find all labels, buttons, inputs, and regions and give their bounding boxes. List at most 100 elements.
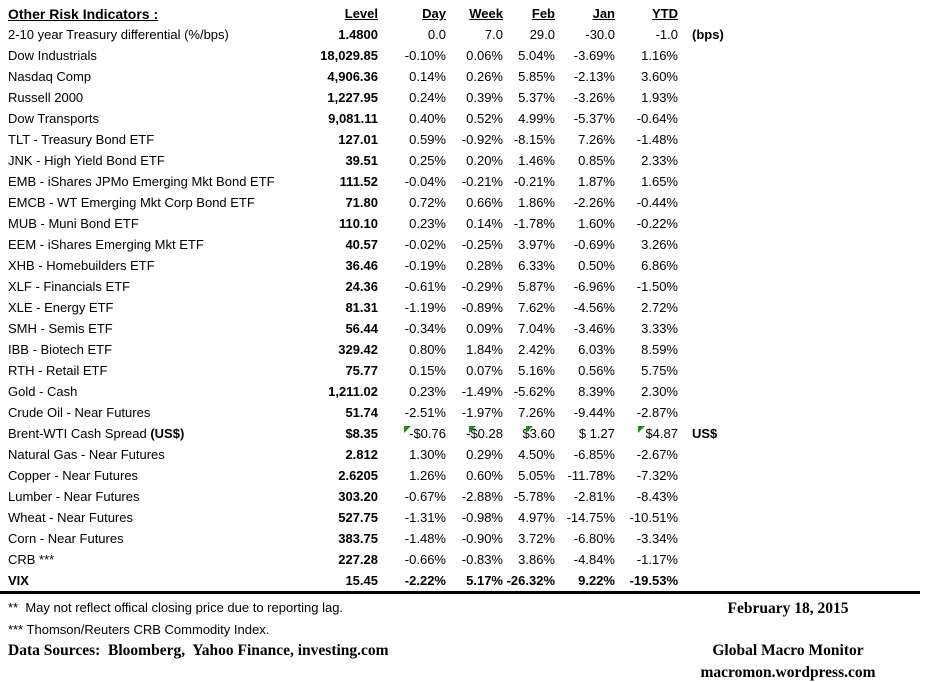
cell-level: 2.812 [345,447,378,462]
cell-ytd: -1.50% [636,279,678,294]
risk-indicators-sheet: Other Risk Indicators : Level Day Week F… [8,6,935,591]
cell-day: -2.22% [404,573,446,588]
table-row: Lumber - Near Futures 303.20 -0.67% -2.8… [8,486,935,507]
cell-jan: -3.69% [573,48,615,63]
cell-feb: -1.78% [513,216,555,231]
cell-feb: -5.78% [513,489,555,504]
table-row: XLE - Energy ETF 81.31 -1.19% -0.89% 7.6… [8,297,935,318]
row-label: EEM - iShares Emerging Mkt ETF [8,237,204,252]
cell-jan: -3.26% [573,90,615,105]
footer-row-2: *** Thomson/Reuters CRB Commodity Index. [8,622,935,642]
cell-ytd: 1.16% [641,48,678,63]
cell-week: -$0.28 [466,426,503,441]
cell-feb: 1.86% [518,195,555,210]
footer-row-3: Data Sources: Bloomberg, Yahoo Finance, … [8,642,935,664]
cell-ytd: -1.17% [636,552,678,567]
cell-level: 110.10 [338,216,378,231]
row-label: VIX [8,573,29,588]
row-label: MUB - Muni Bond ETF [8,216,139,231]
cell-jan: 1.60% [578,216,615,231]
cell-feb: -0.21% [513,174,555,189]
cell-day: -0.66% [404,552,446,567]
row-label: Wheat - Near Futures [8,510,133,525]
excel-flag-icon [638,426,645,433]
cell-level: 1,211.02 [328,384,378,399]
table-row: IBB - Biotech ETF 329.42 0.80% 1.84% 2.4… [8,339,935,360]
row-label: SMH - Semis ETF [8,321,113,336]
cell-jan: -30.0 [585,27,615,42]
cell-week: -0.29% [461,279,503,294]
cell-day: 0.59% [409,132,446,147]
cell-feb: 4.97% [518,510,555,525]
row-label: Gold - Cash [8,384,78,399]
table-row: Natural Gas - Near Futures 2.812 1.30% 0… [8,444,935,465]
cell-feb: $3.60 [522,426,555,441]
cell-week: 0.06% [466,48,503,63]
cell-feb: 5.04% [518,48,555,63]
column-header-level: Level [344,6,378,21]
cell-day: 0.40% [409,111,446,126]
cell-week: 0.20% [466,153,503,168]
cell-week: 0.29% [466,447,503,462]
table-row: Wheat - Near Futures 527.75 -1.31% -0.98… [8,507,935,528]
cell-level: 75.77 [345,363,378,378]
table-bottom-rule [0,591,920,594]
report-date: February 18, 2015 [727,600,849,617]
cell-ytd: 6.86% [641,258,678,273]
cell-feb: 5.37% [518,90,555,105]
cell-week: -1.97% [461,405,503,420]
cell-level: 527.75 [338,510,378,525]
cell-feb: 4.99% [518,111,555,126]
cell-jan: -2.26% [573,195,615,210]
column-header-feb: Feb [531,6,555,21]
table-row: Corn - Near Futures 383.75 -1.48% -0.90%… [8,528,935,549]
cell-ytd: 3.60% [641,69,678,84]
cell-week: 0.39% [466,90,503,105]
cell-ytd: -1.48% [636,132,678,147]
cell-jan: 8.39% [578,384,615,399]
table-row: 2-10 year Treasury differential (%/bps) … [8,24,935,45]
table-row: VIX 15.45 -2.22% 5.17% -26.32% 9.22% -19… [8,570,935,591]
cell-feb: 5.85% [518,69,555,84]
cell-level: 56.44 [345,321,378,336]
cell-day: -0.61% [404,279,446,294]
cell-feb: 3.86% [518,552,555,567]
table-row: CRB *** 227.28 -0.66% -0.83% 3.86% -4.84… [8,549,935,570]
cell-week: 0.52% [466,111,503,126]
cell-day: 0.14% [409,69,446,84]
cell-level: 227.28 [338,552,378,567]
cell-ytd: 1.65% [641,174,678,189]
cell-jan: -4.56% [573,300,615,315]
cell-jan: 0.56% [578,363,615,378]
cell-feb: 1.46% [518,153,555,168]
cell-feb: -8.15% [513,132,555,147]
cell-level: 71.80 [345,195,378,210]
cell-level: $8.35 [345,426,378,441]
table-body: 2-10 year Treasury differential (%/bps) … [8,24,935,591]
column-header-ytd: YTD [652,6,678,21]
table-row: EMB - iShares JPMo Emerging Mkt Bond ETF… [8,171,935,192]
row-label: CRB *** [8,552,55,567]
row-label: Dow Industrials [8,48,97,63]
cell-jan: -4.84% [573,552,615,567]
table-row: XHB - Homebuilders ETF 36.46 -0.19% 0.28… [8,255,935,276]
cell-ytd: -0.64% [636,111,678,126]
cell-ytd: -2.87% [636,405,678,420]
cell-day: 0.25% [409,153,446,168]
cell-level: 81.31 [345,300,378,315]
cell-level: 36.46 [345,258,378,273]
cell-day: -2.51% [404,405,446,420]
cell-jan: -6.85% [573,447,615,462]
cell-ytd: -10.51% [629,510,678,525]
cell-jan: -9.44% [573,405,615,420]
cell-ytd: 3.33% [641,321,678,336]
cell-week: -2.88% [461,489,503,504]
cell-ytd: 2.33% [641,153,678,168]
data-sources: Data Sources: Bloomberg, Yahoo Finance, … [8,642,389,659]
table-row: Copper - Near Futures 2.6205 1.26% 0.60%… [8,465,935,486]
cell-feb: 2.42% [518,342,555,357]
table-row: EMCB - WT Emerging Mkt Corp Bond ETF 71.… [8,192,935,213]
cell-week: 0.14% [466,216,503,231]
cell-week: -1.49% [461,384,503,399]
cell-day: -0.02% [404,237,446,252]
